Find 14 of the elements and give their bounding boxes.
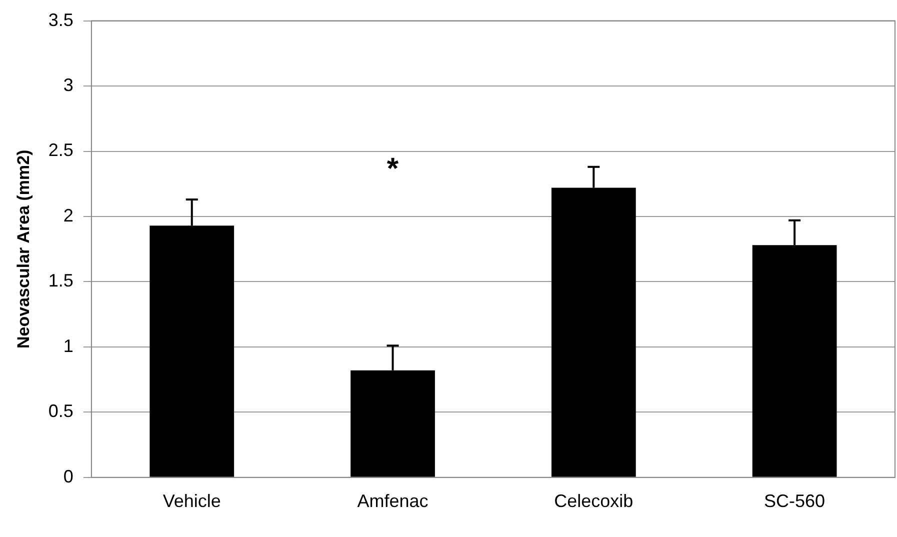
y-tick-label: 3.5 bbox=[48, 10, 74, 30]
y-tick-label: 0.5 bbox=[48, 401, 74, 422]
y-tick-label: 0 bbox=[63, 466, 74, 486]
x-tick-label: Celecoxib bbox=[554, 491, 634, 512]
x-tick-label: Amfenac bbox=[357, 491, 428, 512]
y-axis-title: Neovascular Area (mm2) bbox=[14, 150, 33, 348]
y-tick-label: 2.5 bbox=[48, 140, 74, 160]
annotation: * bbox=[386, 152, 399, 186]
y-tick-label: 1 bbox=[63, 336, 74, 356]
x-tick-label: SC-560 bbox=[764, 491, 826, 512]
y-tick-label: 2 bbox=[63, 205, 74, 226]
x-tick-label: Vehicle bbox=[162, 491, 221, 512]
y-tick-label: 3 bbox=[63, 74, 74, 95]
y-tick-label: 1.5 bbox=[48, 270, 74, 291]
